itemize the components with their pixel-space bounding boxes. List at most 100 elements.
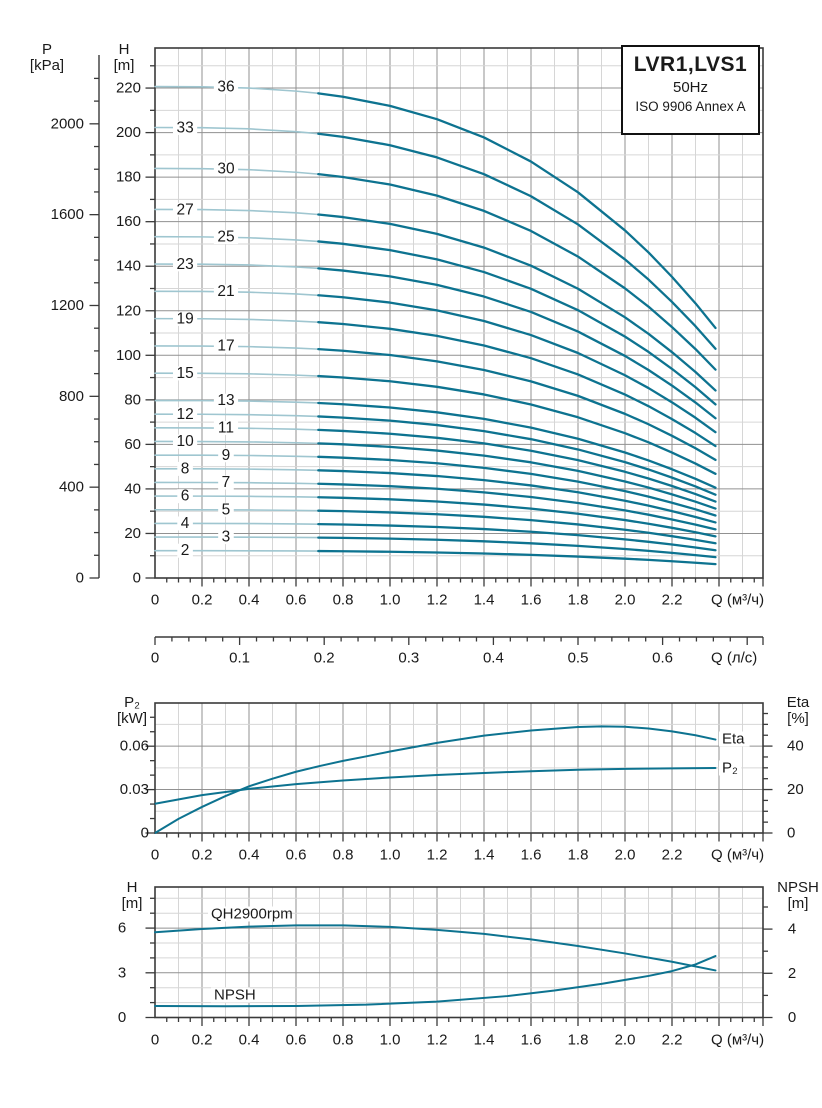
power-eta-chart: Eta P₂ 0 0.03 0.06 0 20 40 0 0.2 0.4 0.6 0.8 1.0 1.2 1.… (120, 702, 804, 864)
svg-text:0.5: 0.5 (568, 650, 589, 667)
stage-curve-13 (154, 399, 717, 489)
qh2900-curve-label: QH2900rpm (211, 906, 293, 923)
svg-text:1.4: 1.4 (474, 592, 495, 609)
svg-text:2.0: 2.0 (615, 847, 636, 864)
svg-text:0.6: 0.6 (286, 592, 307, 609)
model-name: LVR1,LVS1 (633, 53, 748, 76)
svg-text:0.4: 0.4 (483, 650, 504, 667)
svg-text:0: 0 (151, 847, 159, 864)
svg-text:4: 4 (788, 921, 796, 938)
stage-curve-15 (154, 372, 717, 475)
svg-text:0.8: 0.8 (333, 847, 354, 864)
svg-text:3: 3 (118, 964, 126, 981)
frequency-label: 50Hz (672, 79, 709, 96)
svg-text:1.4: 1.4 (474, 847, 495, 864)
svg-text:1.8: 1.8 (568, 1032, 589, 1049)
stage-label-8: 8 (181, 460, 190, 477)
svg-text:Q (л/с): Q (л/с) (711, 650, 757, 667)
power-axis-symbol: P₂ (124, 694, 140, 711)
stage-label-6: 6 (181, 488, 190, 505)
stage-label-36: 36 (217, 79, 234, 96)
svg-text:0.4: 0.4 (239, 1032, 260, 1049)
stage-label-2: 2 (181, 542, 190, 559)
svg-text:Q (м³/ч): Q (м³/ч) (711, 847, 764, 864)
svg-text:800: 800 (59, 388, 84, 405)
head-axis: 0 20 40 60 80 100 120 140 160 180 200 220 (116, 65, 155, 587)
svg-text:40: 40 (124, 480, 141, 497)
main-x-axis: 0 0.2 0.4 0.6 0.8 1.0 1.2 1.4 1.6 1.8 2.0 2.2 Q (м³/… (151, 578, 764, 609)
power-left-axis: 0 0.03 0.06 (120, 716, 155, 842)
npsh-curve-label: NPSH (214, 987, 256, 1004)
svg-text:2.2: 2.2 (662, 847, 683, 864)
svg-text:Q (м³/ч): Q (м³/ч) (711, 1032, 764, 1049)
stage-curve-5 (154, 508, 717, 545)
flow-axis-ls: 0 0.1 0.2 0.3 0.4 0.5 0.6 Q (л/с) (151, 636, 764, 667)
svg-text:400: 400 (59, 479, 84, 496)
curve-npsh (154, 955, 717, 1008)
svg-text:2: 2 (788, 965, 796, 982)
head-axis-unit: [m] (113, 57, 135, 74)
pressure-axis-title: P [kPa] (25, 42, 69, 74)
svg-text:0.2: 0.2 (192, 592, 213, 609)
eta-curve-label: Eta (722, 731, 745, 748)
single-head-axis-unit: [m] (121, 895, 143, 912)
qh-npsh-curves (154, 924, 717, 1008)
power-x-axis: 0 0.2 0.4 0.6 0.8 1.0 1.2 1.4 1.6 1.8 2.0 2.2 Q (м³/… (151, 833, 764, 864)
svg-text:1.2: 1.2 (427, 847, 448, 864)
svg-text:1600: 1600 (51, 206, 84, 223)
svg-text:1.8: 1.8 (568, 592, 589, 609)
svg-text:0: 0 (141, 825, 149, 842)
eta-curve-label: Eta (719, 731, 750, 748)
single-head-left-axis: 0 3 6 (118, 897, 155, 1026)
head-axis-title: H [m] (102, 42, 146, 74)
svg-text:0.6: 0.6 (286, 1032, 307, 1049)
svg-text:1.4: 1.4 (474, 1032, 495, 1049)
npsh-right-axis: 0 2 4 (763, 906, 796, 1026)
svg-text:140: 140 (116, 258, 141, 275)
svg-text:0.1: 0.1 (229, 650, 250, 667)
eta-axis-unit: [%] (787, 710, 809, 727)
single-head-axis-title: H [m] (110, 880, 154, 912)
stage-curve-36 (154, 85, 717, 330)
svg-text:0: 0 (76, 570, 84, 587)
svg-text:20: 20 (787, 781, 804, 798)
standard-label: ISO 9906 Annex A (635, 99, 746, 114)
pressure-axis-symbol: P (41, 41, 52, 58)
svg-text:0: 0 (151, 650, 159, 667)
svg-text:20: 20 (124, 525, 141, 542)
stage-label-30: 30 (217, 160, 235, 177)
svg-text:60: 60 (124, 436, 141, 453)
stage-curve-11 (154, 427, 717, 503)
stage-label-13: 13 (217, 392, 234, 409)
pressure-axis-unit: [kPa] (29, 57, 65, 74)
svg-text:0.03: 0.03 (120, 781, 149, 798)
svg-text:220: 220 (116, 80, 141, 97)
svg-text:180: 180 (116, 169, 141, 186)
head-axis-symbol: H (118, 41, 130, 58)
stage-curve-2 (154, 549, 717, 566)
p2-curve-label: P₂ (719, 760, 742, 777)
stage-curve-30 (154, 167, 717, 371)
curve-eta (154, 725, 717, 834)
power-axis-unit: [kW] (117, 710, 147, 727)
svg-text:0.06: 0.06 (120, 738, 149, 755)
svg-text:0.6: 0.6 (286, 847, 307, 864)
stage-curve-9 (154, 454, 717, 517)
stage-label-33: 33 (176, 119, 193, 136)
svg-text:0.4: 0.4 (239, 847, 260, 864)
eta-right-axis: 0 20 40 (763, 712, 804, 842)
power-eta-curves (154, 725, 717, 834)
svg-text:0.3: 0.3 (398, 650, 419, 667)
svg-text:0.2: 0.2 (314, 650, 335, 667)
npsh-axis-unit: [m] (787, 895, 809, 912)
npsh-curve-label: NPSH (211, 987, 256, 1004)
qh-npsh-frame (154, 886, 764, 1019)
svg-text:0: 0 (118, 1009, 126, 1026)
stage-label-19: 19 (176, 310, 193, 327)
svg-text:1.0: 1.0 (380, 1032, 401, 1049)
stage-label-5: 5 (222, 501, 231, 518)
svg-text:40: 40 (787, 738, 804, 755)
stage-label-21: 21 (217, 283, 234, 300)
svg-text:1.6: 1.6 (521, 847, 542, 864)
